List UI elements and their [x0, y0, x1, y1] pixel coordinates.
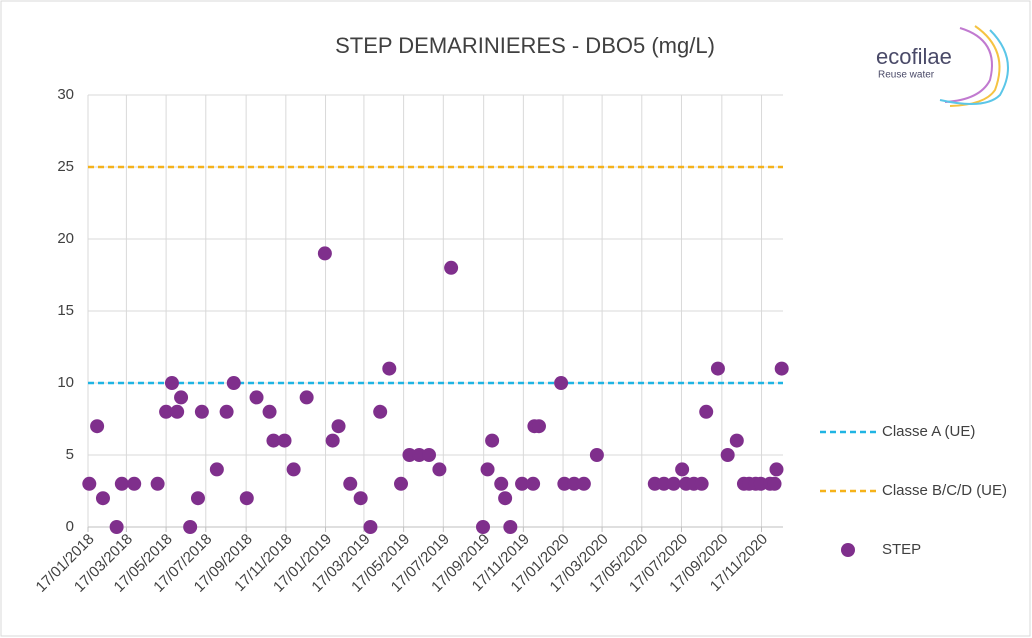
point: [299, 390, 314, 405]
point: [239, 491, 254, 506]
logo-name: ecofilae: [876, 44, 952, 69]
point: [769, 462, 784, 477]
logo-arc: [939, 29, 1009, 105]
point: [164, 376, 179, 390]
legend-marker: [841, 543, 855, 557]
y-tick-label: 20: [57, 230, 74, 247]
point: [209, 462, 224, 477]
point: [694, 476, 709, 491]
logo-tagline: Reuse water: [878, 70, 935, 81]
point: [720, 448, 735, 462]
point: [82, 476, 97, 491]
point: [159, 404, 174, 419]
point: [170, 404, 185, 419]
point: [127, 476, 142, 491]
legend-label: STEP: [882, 541, 921, 558]
point: [343, 476, 358, 491]
point: [150, 476, 165, 491]
point: [353, 491, 368, 506]
point: [432, 462, 447, 477]
point: [90, 419, 105, 434]
point: [476, 520, 491, 534]
point: [95, 491, 110, 506]
point: [262, 404, 277, 419]
logo-arc: [944, 27, 993, 103]
legend-label: Classe B/C/D (UE): [882, 482, 1007, 499]
point: [557, 476, 572, 491]
point: [699, 404, 714, 419]
chart-title: STEP DEMARINIERES - DBO5 (mg/L): [335, 33, 715, 58]
point: [277, 433, 292, 448]
point: [531, 419, 546, 434]
point: [286, 462, 301, 477]
point: [767, 476, 782, 491]
point: [675, 462, 690, 477]
y-tick-label: 10: [57, 374, 74, 391]
point: [266, 433, 281, 448]
point: [729, 433, 744, 448]
point: [589, 448, 604, 462]
point: [567, 476, 582, 491]
y-tick-label: 25: [57, 158, 74, 175]
point: [249, 390, 264, 405]
point: [114, 476, 129, 491]
point: [515, 476, 530, 491]
point: [421, 448, 436, 462]
point: [412, 448, 427, 462]
point: [485, 433, 500, 448]
point: [498, 491, 513, 506]
point: [774, 361, 789, 376]
point: [710, 361, 725, 376]
legend-label: Classe A (UE): [882, 423, 975, 440]
point: [174, 390, 189, 405]
point: [494, 476, 509, 491]
point: [576, 476, 591, 491]
y-tick-label: 0: [66, 518, 74, 535]
point: [226, 376, 241, 390]
point: [526, 476, 541, 491]
point: [219, 404, 234, 419]
point: [666, 476, 681, 491]
point: [190, 491, 205, 506]
point: [503, 520, 518, 534]
logo: ecofilae Reuse water: [876, 25, 1009, 107]
point: [373, 404, 388, 419]
point: [325, 433, 340, 448]
point: [480, 462, 495, 477]
point: [382, 361, 397, 376]
point: [554, 376, 569, 390]
point: [656, 476, 671, 491]
point: [183, 520, 198, 534]
y-tick-label: 30: [57, 86, 74, 103]
point: [317, 246, 332, 261]
point: [363, 520, 378, 534]
point: [402, 448, 417, 462]
point: [331, 419, 346, 434]
point: [194, 404, 209, 419]
point: [109, 520, 124, 534]
y-tick-label: 5: [66, 446, 74, 463]
y-tick-label: 15: [57, 302, 74, 319]
point: [394, 476, 409, 491]
point: [444, 260, 459, 275]
